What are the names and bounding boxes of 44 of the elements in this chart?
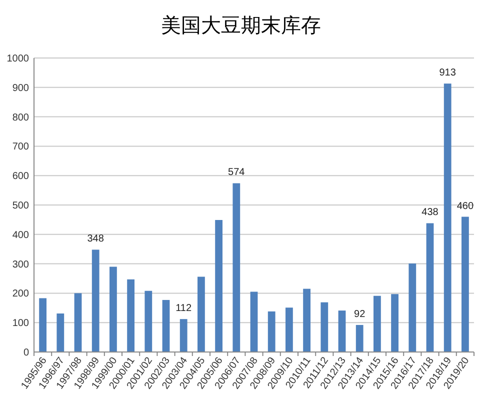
chart-title: 美国大豆期末库存 — [161, 14, 321, 37]
data-label: 438 — [422, 207, 439, 218]
bar — [444, 84, 452, 352]
data-label: 112 — [176, 303, 192, 314]
y-tick-label: 800 — [12, 112, 30, 124]
y-tick-label: 1000 — [6, 54, 30, 64]
data-label: 348 — [87, 234, 104, 245]
y-tick-label: 600 — [12, 171, 30, 182]
bar — [162, 300, 170, 352]
bar — [74, 293, 82, 352]
bar — [215, 220, 222, 352]
y-tick-label: 400 — [12, 230, 30, 241]
data-label: 913 — [439, 68, 456, 79]
data-label: 92 — [354, 308, 366, 320]
bar — [144, 290, 152, 352]
y-tick-label: 0 — [23, 348, 30, 358]
bar — [110, 266, 117, 352]
y-tick-label: 200 — [12, 288, 30, 300]
y-tick-label: 900 — [12, 82, 30, 94]
bar — [127, 279, 134, 352]
bar — [462, 216, 469, 352]
bar — [338, 310, 346, 352]
bar — [180, 319, 188, 352]
data-label: 574 — [228, 167, 246, 178]
bar — [198, 276, 205, 352]
bar — [391, 294, 398, 352]
y-tick-label: 300 — [12, 259, 30, 270]
bar — [250, 292, 258, 352]
bar — [408, 264, 416, 352]
y-tick-label: 700 — [12, 142, 30, 153]
bar — [232, 183, 240, 352]
y-tick-label: 500 — [12, 200, 30, 212]
bar — [56, 313, 64, 352]
bar — [374, 296, 381, 352]
data-label: 460 — [456, 200, 474, 212]
bar — [356, 324, 364, 352]
bar — [286, 308, 293, 352]
bar — [92, 250, 100, 352]
bar — [320, 302, 328, 352]
bar — [39, 298, 46, 352]
bar — [426, 223, 434, 352]
bar — [268, 311, 276, 352]
y-tick-label: 100 — [12, 318, 30, 330]
bar — [303, 288, 310, 352]
